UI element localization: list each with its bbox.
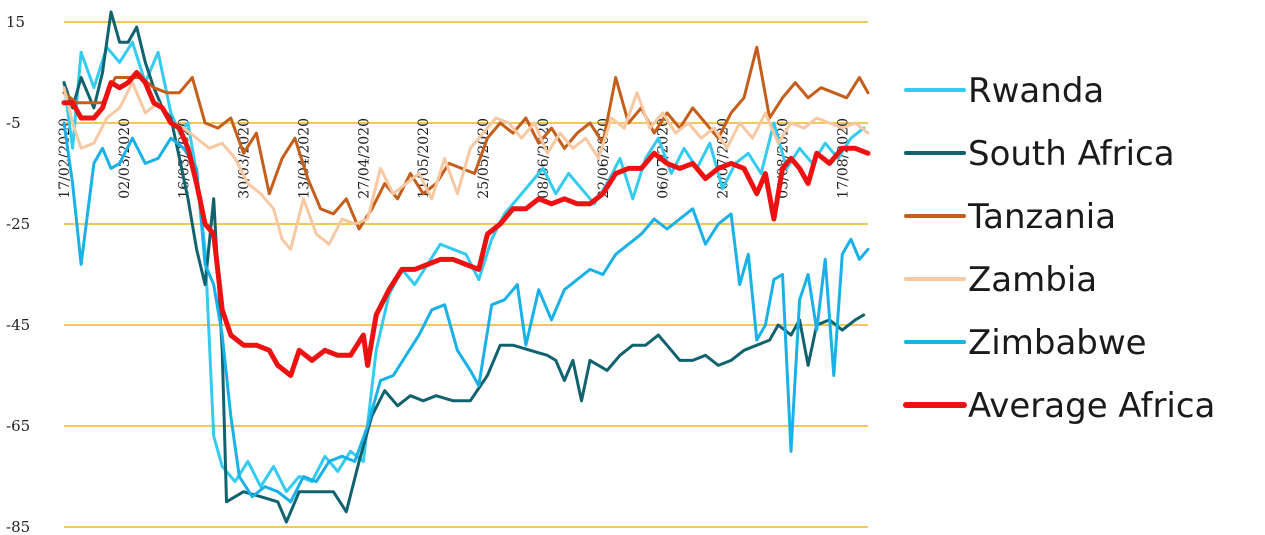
legend: Rwanda South Africa Tanzania Zambia Zimbabwe…: [903, 71, 1215, 426]
y-tick-label: -45: [6, 316, 30, 334]
x-tick-label: 17/08/2020: [835, 118, 851, 199]
legend-label-tanzania: Tanzania: [967, 197, 1116, 237]
y-tick-label: -85: [6, 518, 30, 535]
series-line-average-africa: [61, 70, 871, 378]
y-tick-label: 15: [6, 13, 25, 31]
x-tick-label: 30/03/2020: [237, 118, 253, 199]
legend-label-average-africa: Average Africa: [968, 386, 1215, 426]
x-tick-label: 17/02/2020: [57, 118, 73, 199]
legend-label-zambia: Zambia: [968, 260, 1097, 300]
series-line-zimbabwe: [62, 121, 870, 504]
legend-label-zimbabwe: Zimbabwe: [968, 323, 1147, 363]
series-line-rwanda: [62, 40, 866, 494]
x-tick-label: 27/04/2020: [356, 118, 372, 199]
y-tick-label: -25: [6, 215, 30, 233]
series-line-tanzania: [62, 45, 870, 231]
y-axis-ticks: 15 -5 -25 -45 -65 -85: [6, 13, 30, 535]
gridlines: [64, 21, 868, 528]
legend-label-south-africa: South Africa: [968, 134, 1175, 174]
series-lines: [61, 10, 871, 524]
x-tick-label: 02/03/2020: [117, 118, 133, 199]
y-tick-label: -5: [6, 114, 21, 132]
y-tick-label: -65: [6, 417, 30, 435]
series-line-zambia: [62, 81, 870, 251]
legend-label-rwanda: Rwanda: [968, 71, 1104, 111]
x-tick-label: 16/03/2020: [177, 118, 193, 199]
